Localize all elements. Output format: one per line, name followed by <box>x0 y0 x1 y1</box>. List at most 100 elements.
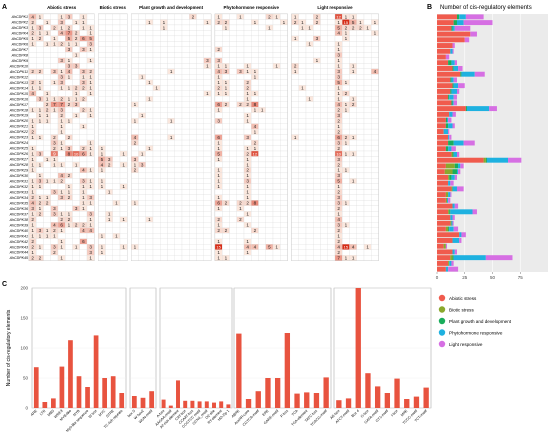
heatmap-cell <box>196 68 204 75</box>
heatmap-cell <box>298 101 307 108</box>
heatmap-cell <box>145 30 154 37</box>
heatmap-cell <box>342 145 350 152</box>
heatmap-cell <box>65 79 73 86</box>
heatmap-cell-value: 4 <box>82 168 85 173</box>
heatmap-cell <box>305 167 314 174</box>
heatmap-cell-value: 2 <box>46 107 49 112</box>
heatmap-cell <box>265 68 274 75</box>
heatmap-cell <box>174 139 183 146</box>
heatmap-cell-value: 2 <box>337 162 340 167</box>
heatmap-cell <box>280 211 288 217</box>
heatmap-cell <box>258 238 266 245</box>
heatmap-cell-value: 1 <box>141 113 144 118</box>
heatmap-cell <box>138 101 146 108</box>
heatmap-cell <box>196 254 204 261</box>
heatmap-cell <box>298 134 307 141</box>
heatmap-cell <box>272 128 281 135</box>
stacked-bar-segment <box>452 203 455 209</box>
heatmap-cell-value: 3 <box>337 201 340 206</box>
heatmap-cell <box>160 101 168 108</box>
heatmap-cell <box>174 112 183 119</box>
heatmap-cell <box>203 233 212 239</box>
heatmap-cell-value: 3 <box>246 135 249 140</box>
heatmap-cell-value: 1 <box>225 255 228 260</box>
heatmap-cell <box>305 150 314 157</box>
heatmap-cell-value: 6 <box>82 239 85 244</box>
heatmap-cell <box>363 145 372 152</box>
heatmap-cell <box>280 85 288 91</box>
heatmap-group-label: Abiotic stress <box>47 5 77 10</box>
heatmap-cell-value: 1 <box>337 234 340 239</box>
heatmap-cell <box>371 96 379 102</box>
heatmap-cell-value: 2 <box>60 97 63 102</box>
heatmap-cell <box>50 238 59 245</box>
heatmap-cell <box>174 216 183 223</box>
category-bar <box>140 397 146 408</box>
heatmap-cell <box>222 30 230 37</box>
heatmap-cell-value: 1 <box>345 168 348 173</box>
heatmap-cell <box>160 172 168 179</box>
legend-label: Light responsive <box>449 342 483 347</box>
heatmap-cell <box>356 107 365 113</box>
heatmap-cell <box>349 200 357 206</box>
heatmap-cell <box>229 13 237 20</box>
heatmap-cell-value: 2 <box>246 168 249 173</box>
stacked-bar-segment <box>450 192 452 198</box>
heatmap-cell <box>119 123 128 130</box>
heatmap-cell <box>258 244 266 250</box>
heatmap-cell-value: 1 <box>337 124 340 129</box>
heatmap-cell <box>112 227 121 234</box>
heatmap-cell <box>189 222 197 228</box>
heatmap-cell-value: 1 <box>39 184 42 189</box>
heatmap-cell <box>265 46 274 53</box>
heatmap-cell <box>265 211 274 217</box>
heatmap-cell <box>371 167 379 174</box>
heatmap-cell <box>313 107 321 113</box>
stacked-bar-segment <box>437 238 453 243</box>
legend-label: Abiotic stress <box>449 296 477 301</box>
heatmap-cell-value: 2 <box>246 201 249 206</box>
heatmap-cell <box>298 41 307 48</box>
heatmap-cell <box>131 178 139 185</box>
heatmap-cell-value: 2 <box>31 244 34 249</box>
heatmap-cell <box>371 90 379 97</box>
heatmap-cell <box>251 30 259 37</box>
heatmap-cell <box>152 205 161 212</box>
heatmap-cell-value: 1 <box>68 75 71 80</box>
heatmap-cell <box>189 211 197 217</box>
heatmap-cell <box>327 134 336 141</box>
heatmap-cell-value: 1 <box>246 146 249 151</box>
heatmap-cell <box>258 189 266 195</box>
heatmap-cell <box>174 200 183 206</box>
heatmap-cell <box>265 134 274 141</box>
heatmap-cell <box>152 249 161 256</box>
heatmap-cell <box>181 205 190 212</box>
heatmap-cell-value: 1 <box>75 91 78 96</box>
heatmap-cell <box>291 57 299 64</box>
heatmap-cell <box>196 57 204 64</box>
heatmap-cell-value: 2 <box>337 206 340 211</box>
heatmap-cell <box>320 161 328 168</box>
heatmap-cell <box>79 117 88 124</box>
heatmap-cell-value: 3 <box>75 206 78 211</box>
heatmap-cell <box>160 183 168 190</box>
heatmap-cell <box>298 74 307 80</box>
stacked-bar-segment <box>454 60 457 66</box>
heatmap-cell <box>236 112 245 119</box>
heatmap-cell <box>50 57 59 64</box>
heatmap-cell <box>181 161 190 168</box>
heatmap-cell <box>167 30 175 37</box>
heatmap-cell <box>229 117 237 124</box>
heatmap-cell <box>138 96 146 102</box>
heatmap-cell <box>196 123 204 130</box>
heatmap-cell-value: 4 <box>60 173 63 178</box>
heatmap-cell <box>327 19 336 26</box>
stacked-bar-segment <box>437 152 452 157</box>
heatmap-cell <box>181 233 190 239</box>
stacked-bar-segment <box>437 14 457 20</box>
heatmap-cell <box>356 90 365 97</box>
heatmap-cell <box>105 139 113 146</box>
heatmap-cell <box>57 35 66 42</box>
heatmap-cell <box>243 13 252 20</box>
heatmap-cell <box>313 134 321 141</box>
